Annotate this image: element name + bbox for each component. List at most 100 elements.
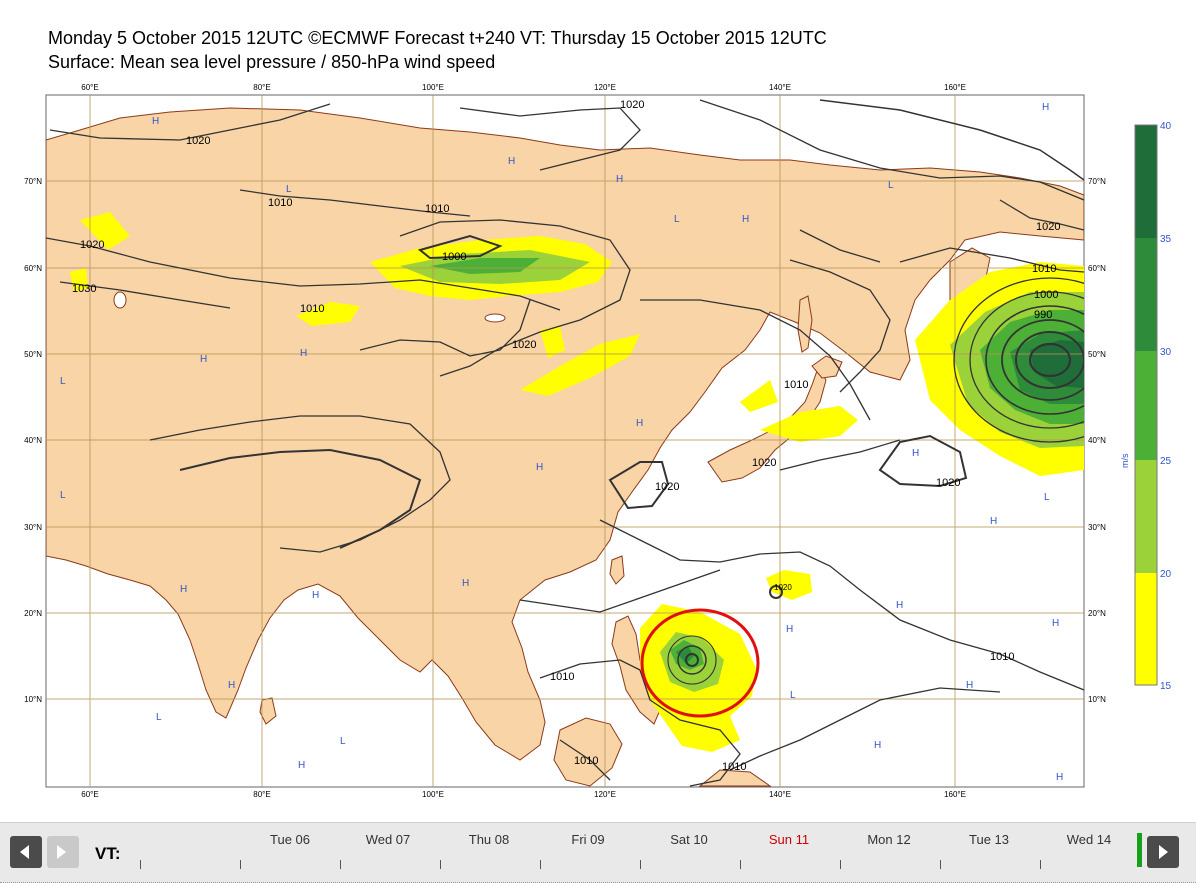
svg-text:80°E: 80°E [253,83,270,92]
high-marker: H [180,584,187,595]
low-marker: L [60,490,66,501]
isobar-label: 1020 [752,457,776,469]
isobar-label: 1000 [1034,289,1058,301]
high-marker: H [966,680,973,691]
high-marker: H [896,600,903,611]
isobar-label: 1010 [990,651,1014,663]
timeline-tick [140,860,141,869]
lake-baikal [484,313,506,323]
divider [0,882,1196,883]
svg-text:60°N: 60°N [1088,264,1106,273]
timeline-day[interactable]: Tue 06 [270,832,310,847]
timeline-day-selected[interactable]: Sun 11 [768,832,810,847]
play-backward-button[interactable] [47,836,79,868]
isobars [46,99,1084,787]
high-marker: H [874,740,881,751]
high-marker: H [200,354,207,365]
land-japan [707,366,827,483]
lat-labels-left: 70°N 60°N 50°N 40°N 30°N 20°N 10°N [24,177,42,704]
legend-tick: 30 [1160,347,1172,358]
pressure-centers: H H H H H H H H H H H H H H H H H H H H … [60,102,1063,783]
timeline-tick [640,860,641,869]
timeline-day[interactable]: Wed 14 [1066,832,1112,847]
timeline-tick [540,860,541,869]
legend-band [1135,573,1157,685]
svg-text:60°E: 60°E [81,790,98,799]
typhoon-highlight-circle [640,608,760,718]
isobar-label: 1010 [300,303,324,315]
timeline-day[interactable]: Thu 08 [468,832,510,847]
timeline-day[interactable]: Sat 10 [670,832,708,847]
isobar-label: 1020 [620,99,644,111]
land-philippines [611,615,661,725]
timeline-day[interactable]: Tue 13 [969,832,1009,847]
legend-tick: 25 [1160,456,1172,467]
previous-step-button[interactable] [10,836,42,868]
svg-text:70°N: 70°N [1088,177,1106,186]
isobar-label: 1020 [512,339,536,351]
wind-shading [70,212,1084,752]
next-step-button[interactable] [1147,836,1179,868]
lat-labels-right: 70°N 60°N 50°N 40°N 30°N 20°N 10°N [1088,177,1106,704]
land-new-guinea [698,769,772,787]
caspian-fragment [113,291,127,309]
isobar-label: 1020 [774,583,792,592]
high-marker: H [912,448,919,459]
low-marker: L [1044,492,1050,503]
svg-text:40°N: 40°N [24,436,42,445]
low-marker: L [888,180,894,191]
lon-labels-bottom: 60°E 80°E 100°E 120°E 140°E 160°E [81,790,966,799]
isobar-label: 1020 [80,239,104,251]
svg-text:20°N: 20°N [24,609,42,618]
svg-text:50°N: 50°N [1088,350,1106,359]
isobar-label: 1000 [442,251,466,263]
legend-unit: m/s [1120,453,1130,468]
current-time-marker[interactable] [1137,833,1142,867]
svg-text:60°N: 60°N [24,264,42,273]
legend-band [1135,238,1157,351]
low-marker: L [286,184,292,195]
svg-text:100°E: 100°E [422,790,444,799]
timeline-tick [340,860,341,869]
svg-text:60°E: 60°E [81,83,98,92]
timeline-day[interactable]: Fri 09 [571,832,605,847]
svg-text:20°N: 20°N [1088,609,1106,618]
legend-band [1135,460,1157,573]
isobar-label: 1010 [784,379,808,391]
graticule [46,95,1084,787]
low-marker: L [674,214,680,225]
legend-tick: 15 [1160,681,1172,692]
timeline-day[interactable]: Mon 12 [867,832,911,847]
timeline-bar: VT: Tue 06 Wed 07 Thu 08 Fri 09 Sat 10 S… [0,822,1196,883]
map-layers: 1020 1020 1020 1010 1030 1010 1010 1000 … [46,95,1084,787]
timeline-day[interactable]: Wed 07 [365,832,411,847]
svg-text:10°N: 10°N [1088,695,1106,704]
isobar-label: 1010 [1032,263,1056,275]
lon-labels-top: 60°E 80°E 100°E 120°E 140°E 160°E [81,83,966,92]
isobar-label: 990 [1034,309,1052,321]
vt-label: VT: [95,844,121,863]
timeline-tick [940,860,941,869]
isobar-label: 1010 [722,761,746,773]
high-marker: H [508,156,515,167]
forecast-map: 1020 1020 1020 1010 1030 1010 1010 1000 … [24,83,1172,799]
high-marker: H [616,174,623,185]
svg-text:30°N: 30°N [24,523,42,532]
legend-band [1135,125,1157,238]
isobar-label: 1020 [186,135,210,147]
isobar-label: 1020 [655,481,679,493]
high-marker: H [1042,102,1049,113]
isobar-label: 1010 [550,671,574,683]
low-marker: L [340,736,346,747]
play-icon [1159,845,1168,859]
isobar-label: 1010 [574,755,598,767]
high-marker: H [300,348,307,359]
high-marker: H [1056,772,1063,783]
high-marker: H [742,214,749,225]
high-marker: H [1052,618,1059,629]
legend-band [1135,351,1157,460]
high-marker: H [152,116,159,127]
high-marker: H [462,578,469,589]
high-marker: H [786,624,793,635]
legend-tick: 40 [1160,121,1172,132]
